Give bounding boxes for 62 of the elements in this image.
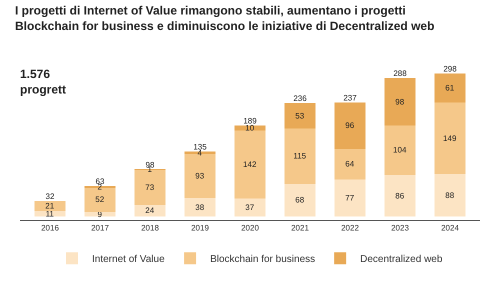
bar [334, 148, 366, 180]
data-label: 86 [395, 191, 405, 200]
data-label: 93 [195, 171, 205, 180]
data-label: 10 [245, 124, 255, 133]
x-tick-label: 2021 [291, 224, 310, 233]
data-label: 37 [245, 203, 255, 212]
x-tick-label: 2016 [41, 224, 60, 233]
data-label: 24 [145, 206, 155, 216]
data-label: 88 [445, 190, 455, 200]
bar [234, 198, 266, 216]
data-label: 96 [345, 121, 355, 130]
data-label: 142 [243, 160, 257, 170]
bar [384, 175, 416, 216]
data-label: 11 [46, 209, 54, 218]
bar [384, 78, 416, 126]
bar [34, 201, 66, 212]
x-tick-label: 2020 [241, 224, 260, 233]
x-tick-label: 2018 [141, 224, 160, 233]
bar [184, 154, 216, 198]
bar [284, 128, 316, 184]
total-label: 32 [46, 192, 55, 202]
data-label: 73 [145, 182, 155, 192]
total-label: 236 [293, 94, 308, 104]
data-label: 38 [195, 202, 205, 212]
annotation: 1.576 progrett [20, 67, 66, 97]
bar [84, 212, 116, 216]
bar [434, 73, 466, 103]
legend-label: Blockchain for business [210, 254, 316, 266]
bar [434, 102, 466, 174]
total-label: 237 [343, 94, 358, 103]
x-tick-label: 2017 [91, 224, 110, 233]
total-label: 288 [393, 69, 408, 78]
x-tick-label: 2024 [441, 224, 460, 233]
bar [234, 130, 266, 199]
x-tick-label: 2022 [341, 224, 360, 233]
x-tick-label: 2019 [191, 224, 210, 233]
legend-label: Internet of Value [92, 254, 166, 266]
bar [434, 174, 466, 216]
total-label: 298 [443, 64, 458, 74]
chart-title: I progetti di Internet of Value rimangono stabili, aumentano i progetti Blockchain for business e diminuiscono le iniziative di Decentralized web [15, 3, 434, 33]
total-label: 189 [243, 116, 258, 126]
bar [134, 204, 166, 216]
bar [334, 179, 366, 216]
data-label: 53 [295, 111, 305, 120]
data-label: 61 [445, 84, 455, 93]
bar [34, 211, 66, 216]
data-label: 52 [95, 195, 105, 204]
x-tick-label: 2023 [391, 224, 410, 233]
data-label: 98 [395, 97, 405, 106]
data-label: 68 [295, 196, 305, 205]
bar [284, 184, 316, 216]
bar [184, 198, 216, 216]
data-label: 115 [293, 152, 307, 161]
data-label: 64 [345, 160, 355, 169]
data-label: 149 [443, 134, 457, 143]
bar [334, 102, 366, 149]
bar [384, 125, 416, 176]
legend-label: Decentralized web [360, 254, 443, 266]
data-label: 104 [393, 146, 407, 155]
bar [284, 103, 316, 129]
data-label: 77 [345, 193, 355, 202]
data-label: 21 [45, 202, 55, 211]
